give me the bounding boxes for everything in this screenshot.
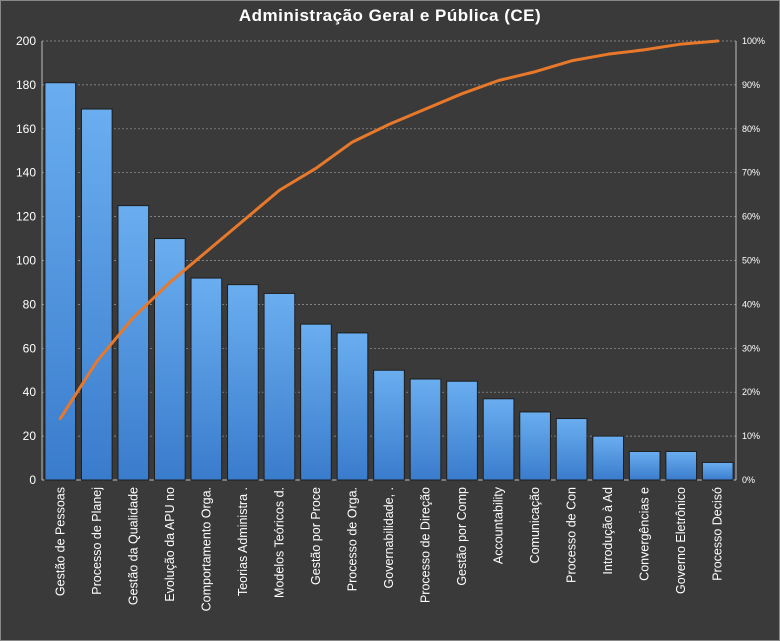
y-tick-label: 180 — [16, 78, 36, 92]
x-tick-label: Convergências e — [638, 487, 652, 581]
bar — [409, 378, 442, 481]
x-tick-label: Governo Eletrônico — [674, 487, 688, 594]
y-tick-label: 20 — [23, 429, 37, 443]
bar — [373, 369, 405, 481]
y-tick-label: 160 — [16, 122, 36, 136]
y2-tick-label: 30% — [742, 343, 760, 353]
y2-tick-label: 50% — [742, 256, 760, 266]
x-tick-label: Processo de Con — [565, 487, 579, 583]
bar — [117, 205, 150, 481]
x-tick-label: Gestão da Qualidade — [126, 487, 140, 605]
x-tick-label: Processo Decisó — [711, 487, 725, 581]
x-axis: Gestão de Pessoas Processo de Planej Gestã… — [53, 486, 724, 611]
y-axis-right: 0% 10% 20% 30% 40% 50% 60% 70% 80% 90% 100% — [742, 36, 765, 485]
y2-tick-label: 60% — [742, 212, 760, 222]
x-tick-label: Evolução da APU no — [163, 487, 177, 602]
x-tick-label: Gestão por Proce — [309, 487, 323, 585]
x-tick-label: Gestão por Comp — [455, 487, 469, 586]
bar — [227, 284, 259, 481]
x-tick-label: Processo de Planej — [90, 487, 104, 595]
y2-tick-label: 80% — [742, 124, 760, 134]
y-tick-label: 100 — [16, 254, 36, 268]
y2-tick-label: 10% — [742, 431, 760, 441]
x-tick-label: Comportamento Orga. — [199, 487, 213, 611]
x-tick-label: Processo de Direção — [419, 487, 433, 603]
y2-tick-label: 100% — [742, 36, 765, 46]
bar — [665, 450, 698, 481]
y-tick-label: 140 — [16, 166, 36, 180]
x-tick-label: Accountability — [492, 486, 506, 564]
bar — [300, 323, 332, 481]
x-tick-label: Teorias Administra . — [236, 487, 250, 596]
bar — [592, 435, 624, 481]
bar — [628, 450, 661, 481]
bar — [555, 418, 588, 481]
bar — [44, 82, 77, 481]
x-tick-label: Introdução à Ad — [601, 487, 615, 575]
cumulative-line — [58, 39, 720, 421]
bar — [80, 108, 113, 481]
y-tick-label: 120 — [16, 210, 36, 224]
y-tick-label: 40 — [23, 385, 37, 399]
bar — [154, 238, 186, 481]
cumulative-percent-line — [58, 39, 720, 421]
y-axis-left: 0 20 40 60 80 100 120 140 160 180 200 — [16, 34, 36, 487]
x-tick-label: Comunicação — [528, 487, 542, 563]
y-tick-label: 200 — [16, 34, 36, 48]
bars — [44, 82, 734, 481]
y-tick-label: 0 — [29, 473, 36, 487]
bar — [519, 411, 551, 481]
chart-title: Administração Geral e Pública (CE) — [238, 6, 542, 25]
bar — [482, 398, 515, 481]
y-tick-label: 80 — [23, 297, 37, 311]
y2-tick-label: 20% — [742, 387, 760, 397]
x-tick-label: Modelos Teóricos d. — [272, 487, 286, 598]
y2-tick-label: 40% — [742, 299, 760, 309]
y-tick-label: 60 — [23, 341, 37, 355]
x-tick-label: Governabilidade, . — [382, 487, 396, 588]
y2-tick-label: 90% — [742, 80, 760, 90]
bar — [701, 461, 734, 481]
y2-tick-label: 70% — [742, 168, 760, 178]
y2-tick-label: 0% — [742, 475, 755, 485]
bar — [446, 380, 478, 481]
x-tick-label: Processo de Orga. — [345, 487, 359, 591]
bar — [263, 292, 296, 481]
x-tick-label: Gestão de Pessoas — [53, 487, 67, 596]
bar — [336, 332, 369, 481]
bar — [190, 277, 223, 481]
